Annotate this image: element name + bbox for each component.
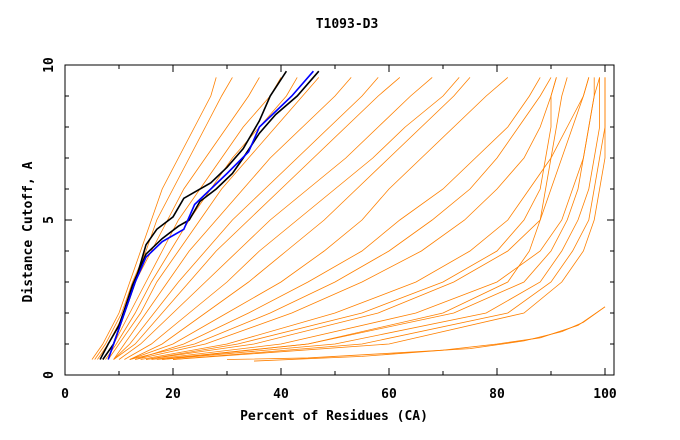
highlight-line-1 [99,70,320,360]
x-tick-label: 100 [593,387,617,402]
x-tick-label: 80 [489,387,505,402]
model-line-22 [162,77,600,360]
model-line-12 [129,77,509,360]
series-group [91,70,606,362]
model-line-20 [162,77,568,360]
model-line-15 [135,77,557,360]
y-axis-label: Distance Cutoff, A [21,161,36,302]
x-tick-label: 0 [61,387,69,402]
y-tick-label: 5 [42,216,57,224]
x-tick-label: 20 [165,387,181,402]
model-line-6 [113,77,352,360]
model-line-21 [156,77,600,360]
model-line-10 [124,77,460,360]
y-tick-label: 0 [42,371,57,379]
x-tick-label: 60 [381,387,397,402]
x-tick-label: 40 [273,387,289,402]
y-tick-label: 10 [42,57,57,73]
highlight-line-0 [102,70,288,360]
model-line-13 [135,77,541,360]
model-line-extra-1 [253,306,606,362]
model-line-11 [129,77,471,360]
model-line-14 [129,77,552,360]
model-line-8 [113,77,401,360]
model-line-5 [107,77,320,360]
model-line-0 [91,77,217,360]
model-line-9 [118,77,433,360]
model-line-17 [145,77,557,360]
model-line-7 [113,77,379,360]
axes: 0 20 40 60 80 100 0 5 10 [42,57,617,402]
x-axis-label: Percent of Residues (CA) [240,409,428,424]
model-line-18 [145,77,590,360]
model-line-1 [94,77,233,360]
model-line-24 [172,77,606,360]
chart-title: T1093-D3 [316,17,379,32]
model-line-3 [102,77,282,360]
plot-frame [64,64,615,376]
highlight-line-2 [107,70,315,360]
model-line-16 [140,77,590,360]
